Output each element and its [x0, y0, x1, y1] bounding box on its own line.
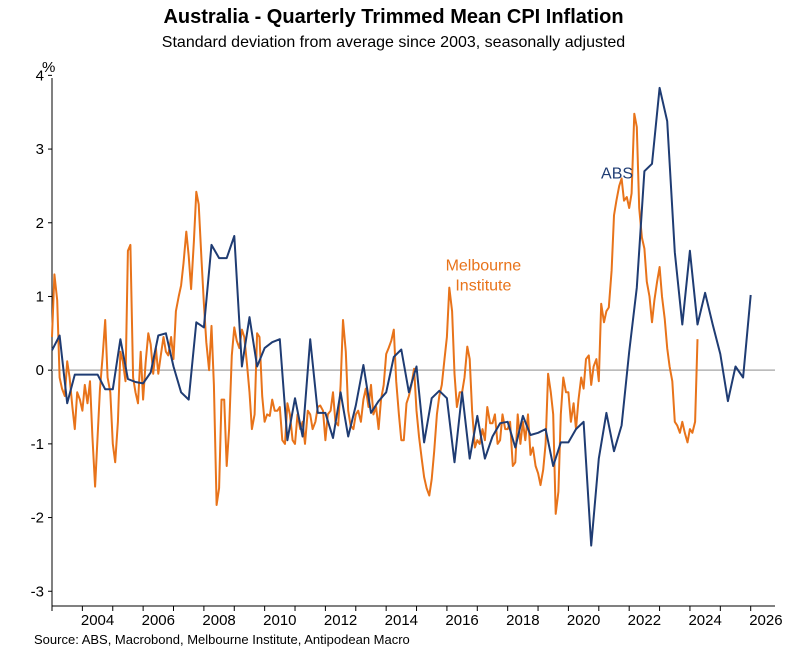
x-tick-label: 2004 [81, 612, 114, 629]
x-tick-label: 2026 [749, 612, 782, 629]
series-line-abs [51, 86, 752, 547]
x-tick-label: 2006 [142, 612, 175, 629]
y-tick-label: 3 [36, 141, 44, 158]
x-tick-label: 2012 [324, 612, 357, 629]
x-tick-label: 2016 [445, 612, 478, 629]
y-tick-label: 1 [36, 288, 44, 305]
series-lines [51, 86, 752, 547]
chart-subtitle: Standard deviation from average since 20… [161, 34, 626, 51]
x-tick-label: 2024 [688, 612, 721, 629]
x-tick-label: 2008 [202, 612, 235, 629]
x-tick-label: 2014 [385, 612, 418, 629]
y-tick-label: 4 [36, 67, 44, 84]
y-axis-unit-label: % [42, 59, 55, 76]
x-tick-label: 2020 [567, 612, 600, 629]
chart-title: Australia - Quarterly Trimmed Mean CPI I… [163, 6, 624, 28]
y-tick-label: 2 [36, 215, 44, 232]
y-tick-label: -1 [31, 436, 44, 453]
chart-axes: % -3 -2 -1 0 1 2 3 4 2004 2006 2008 2010 2012 2014 2016… [31, 59, 783, 629]
y-tick-label: -2 [31, 510, 44, 527]
series-label-abs: ABS [601, 166, 633, 183]
y-tick-label: -3 [31, 583, 44, 600]
series-labels: ABS Melbourne Institute [446, 166, 633, 295]
series-label-melbourne-institute: Melbourne Institute [446, 258, 522, 295]
x-tick-label: 2010 [263, 612, 296, 629]
x-tick-label: 2022 [628, 612, 661, 629]
x-tick-label: 2018 [506, 612, 539, 629]
series-line-melbourne-institute [51, 112, 699, 515]
source-note: Source: ABS, Macrobond, Melbourne Instit… [34, 632, 410, 647]
y-tick-label: 0 [36, 362, 44, 379]
